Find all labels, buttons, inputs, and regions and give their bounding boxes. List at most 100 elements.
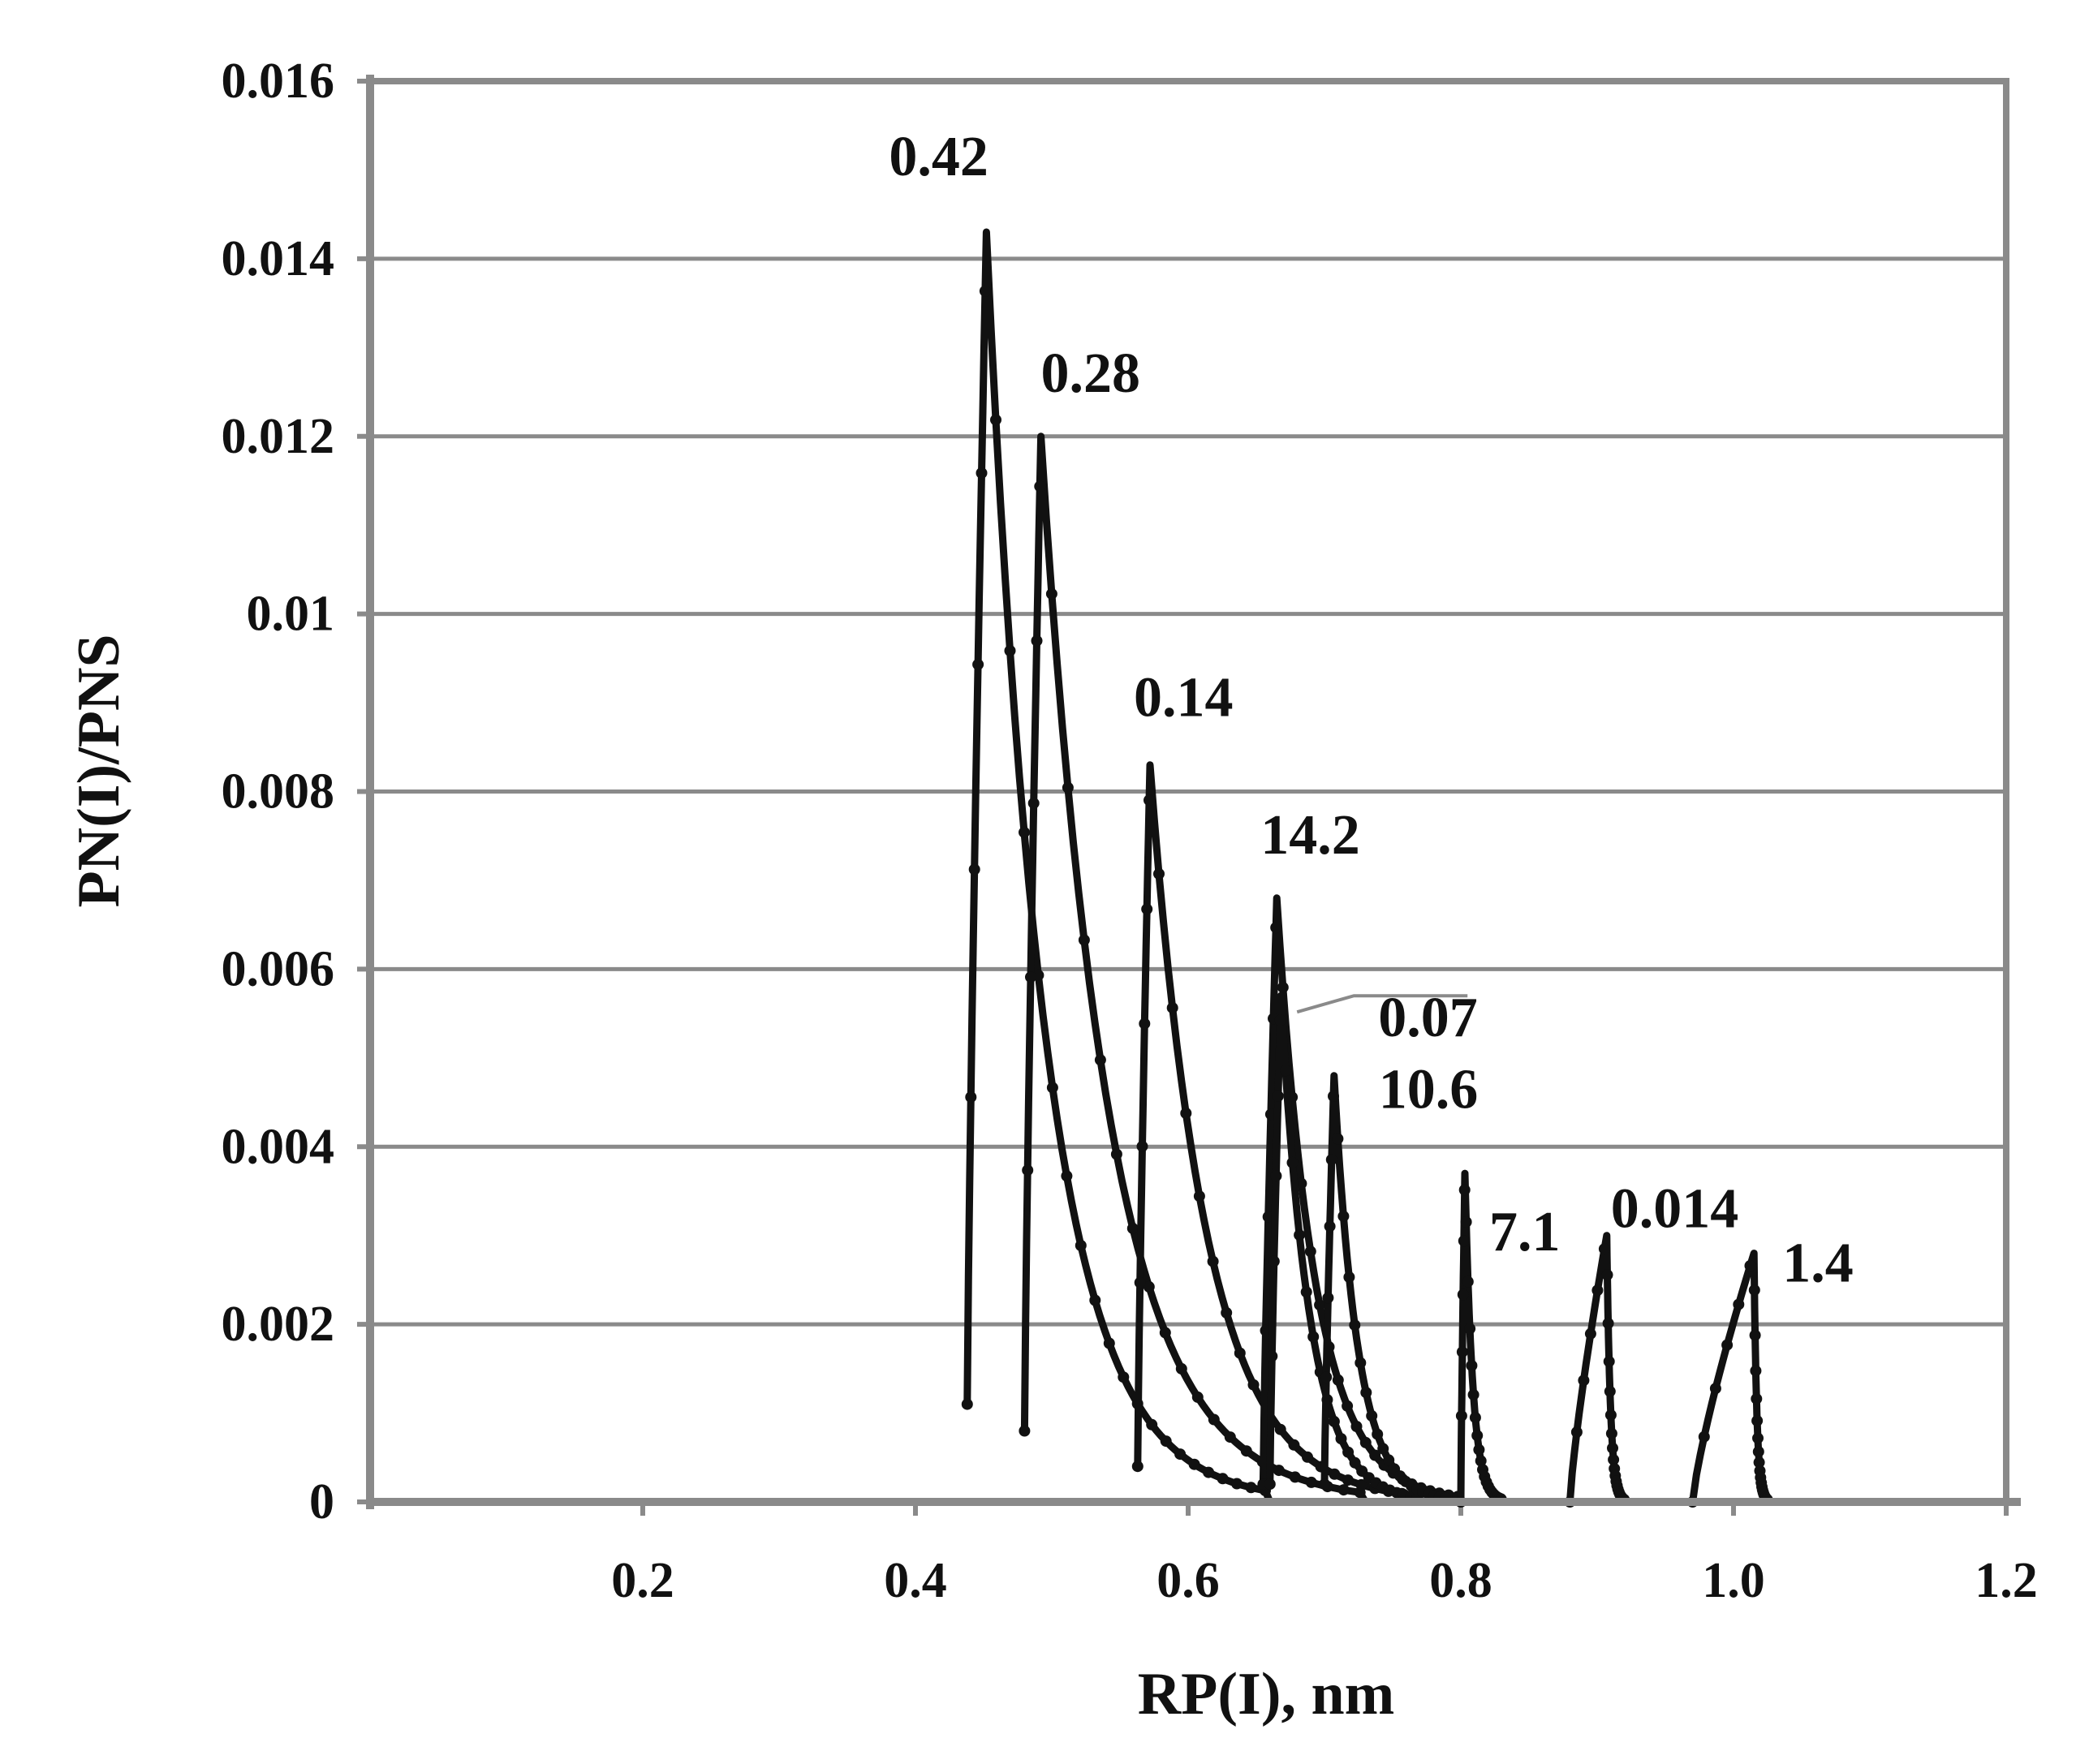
data-point bbox=[1748, 1284, 1760, 1296]
data-point bbox=[1360, 1387, 1372, 1399]
data-point bbox=[1473, 1443, 1485, 1456]
data-point bbox=[1262, 1211, 1274, 1223]
peak-label: 10.6 bbox=[1379, 1059, 1479, 1121]
data-point bbox=[1355, 1478, 1367, 1491]
data-point bbox=[1469, 1412, 1481, 1424]
y-tick-labels: 0 0.002 0.004 0.006 0.008 0.01 0.012 0.014 0.016 bbox=[222, 54, 335, 1530]
data-point bbox=[1752, 1432, 1764, 1444]
data-point bbox=[1270, 922, 1282, 934]
data-point bbox=[1289, 1471, 1301, 1483]
data-point bbox=[1075, 1240, 1087, 1251]
y-axis-title: PN(I)/PNS bbox=[66, 634, 132, 907]
data-point bbox=[1019, 826, 1030, 838]
data-point bbox=[1273, 1465, 1285, 1477]
x-tick-label: 0.4 bbox=[884, 1553, 947, 1608]
x-axis-title: RP(I), nm bbox=[1138, 1661, 1395, 1727]
data-point bbox=[1141, 903, 1153, 915]
data-point bbox=[1203, 1466, 1215, 1478]
data-point bbox=[1143, 1280, 1155, 1293]
data-point bbox=[1304, 1246, 1316, 1258]
peak-label: 0.42 bbox=[889, 126, 988, 188]
data-point bbox=[1578, 1375, 1590, 1387]
data-point bbox=[1126, 1222, 1139, 1234]
data-point bbox=[1110, 1148, 1122, 1160]
data-point bbox=[1272, 1090, 1284, 1102]
data-point bbox=[1749, 1329, 1761, 1341]
y-tick-label: 0.006 bbox=[222, 941, 335, 996]
y-tick-label: 0.01 bbox=[247, 587, 335, 642]
data-point bbox=[1146, 1418, 1158, 1431]
data-point bbox=[1234, 1347, 1246, 1359]
data-point bbox=[1721, 1339, 1734, 1351]
data-point bbox=[1188, 1458, 1200, 1470]
data-point bbox=[1752, 1446, 1764, 1458]
data-point bbox=[1604, 1409, 1617, 1421]
data-point bbox=[1457, 1289, 1469, 1301]
data-point bbox=[1608, 1453, 1620, 1465]
data-point bbox=[1153, 868, 1165, 880]
data-point bbox=[1314, 1299, 1326, 1311]
series-group bbox=[961, 228, 1773, 1508]
y-tick-label: 0.016 bbox=[222, 54, 335, 109]
data-point bbox=[1709, 1383, 1721, 1395]
data-point bbox=[1753, 1456, 1765, 1469]
leader-line bbox=[1296, 994, 1468, 1014]
data-point bbox=[1598, 1243, 1610, 1255]
data-point bbox=[965, 1091, 977, 1104]
data-point bbox=[1325, 1154, 1337, 1166]
data-point bbox=[1260, 1324, 1272, 1336]
data-point bbox=[1280, 1065, 1291, 1077]
peak-label: 0.28 bbox=[1041, 342, 1141, 405]
data-point bbox=[1175, 1362, 1187, 1375]
data-point bbox=[1294, 1229, 1306, 1241]
data-point bbox=[1295, 1177, 1307, 1190]
data-point bbox=[1471, 1430, 1484, 1442]
data-point bbox=[1342, 1446, 1355, 1458]
data-point bbox=[1078, 934, 1090, 946]
data-point bbox=[1332, 1133, 1344, 1145]
data-point bbox=[1359, 1436, 1372, 1448]
data-point bbox=[1343, 1271, 1355, 1283]
data-point bbox=[1268, 1255, 1280, 1267]
data-point bbox=[1207, 1255, 1219, 1267]
data-point bbox=[1027, 797, 1040, 809]
y-tick-label: 0.008 bbox=[222, 764, 335, 820]
data-point bbox=[1698, 1431, 1710, 1443]
data-point bbox=[1302, 1451, 1313, 1463]
data-point bbox=[1062, 781, 1074, 794]
data-point bbox=[1751, 1392, 1763, 1405]
data-point bbox=[1089, 1294, 1101, 1306]
data-point bbox=[1751, 1415, 1764, 1426]
data-point bbox=[1270, 1170, 1282, 1182]
data-point bbox=[1355, 1357, 1367, 1369]
peak-labels: 0.42 0.28 0.14 14.2 0.07 10.6 7.1 0.014 1.4 bbox=[889, 126, 1853, 1295]
data-point bbox=[1335, 1433, 1347, 1445]
peak-label: 0.014 bbox=[1611, 1178, 1739, 1241]
data-point bbox=[1462, 1276, 1474, 1288]
y-tick-label: 0.014 bbox=[222, 231, 335, 286]
x-tick-label: 0.6 bbox=[1156, 1553, 1220, 1608]
data-point bbox=[1750, 1365, 1762, 1377]
data-point bbox=[1591, 1284, 1604, 1297]
data-point bbox=[1144, 794, 1155, 807]
data-point bbox=[1342, 1474, 1354, 1486]
data-point bbox=[1744, 1260, 1756, 1271]
data-point bbox=[1103, 1337, 1115, 1349]
data-point bbox=[1061, 1170, 1073, 1182]
data-point bbox=[1264, 1478, 1276, 1491]
data-point bbox=[972, 658, 984, 670]
data-point bbox=[1274, 1423, 1286, 1435]
data-point bbox=[1607, 1442, 1618, 1454]
data-point bbox=[1467, 1388, 1479, 1400]
data-point bbox=[1369, 1449, 1381, 1461]
data-point bbox=[1350, 1421, 1363, 1432]
data-point bbox=[979, 285, 991, 297]
data-point bbox=[1342, 1400, 1354, 1412]
data-point bbox=[1349, 1456, 1361, 1469]
data-point bbox=[1458, 1235, 1470, 1247]
data-point bbox=[1603, 1355, 1615, 1367]
data-point bbox=[1455, 1409, 1467, 1422]
data-point bbox=[1134, 1276, 1146, 1289]
data-point bbox=[1456, 1346, 1468, 1358]
data-point bbox=[1584, 1327, 1596, 1340]
